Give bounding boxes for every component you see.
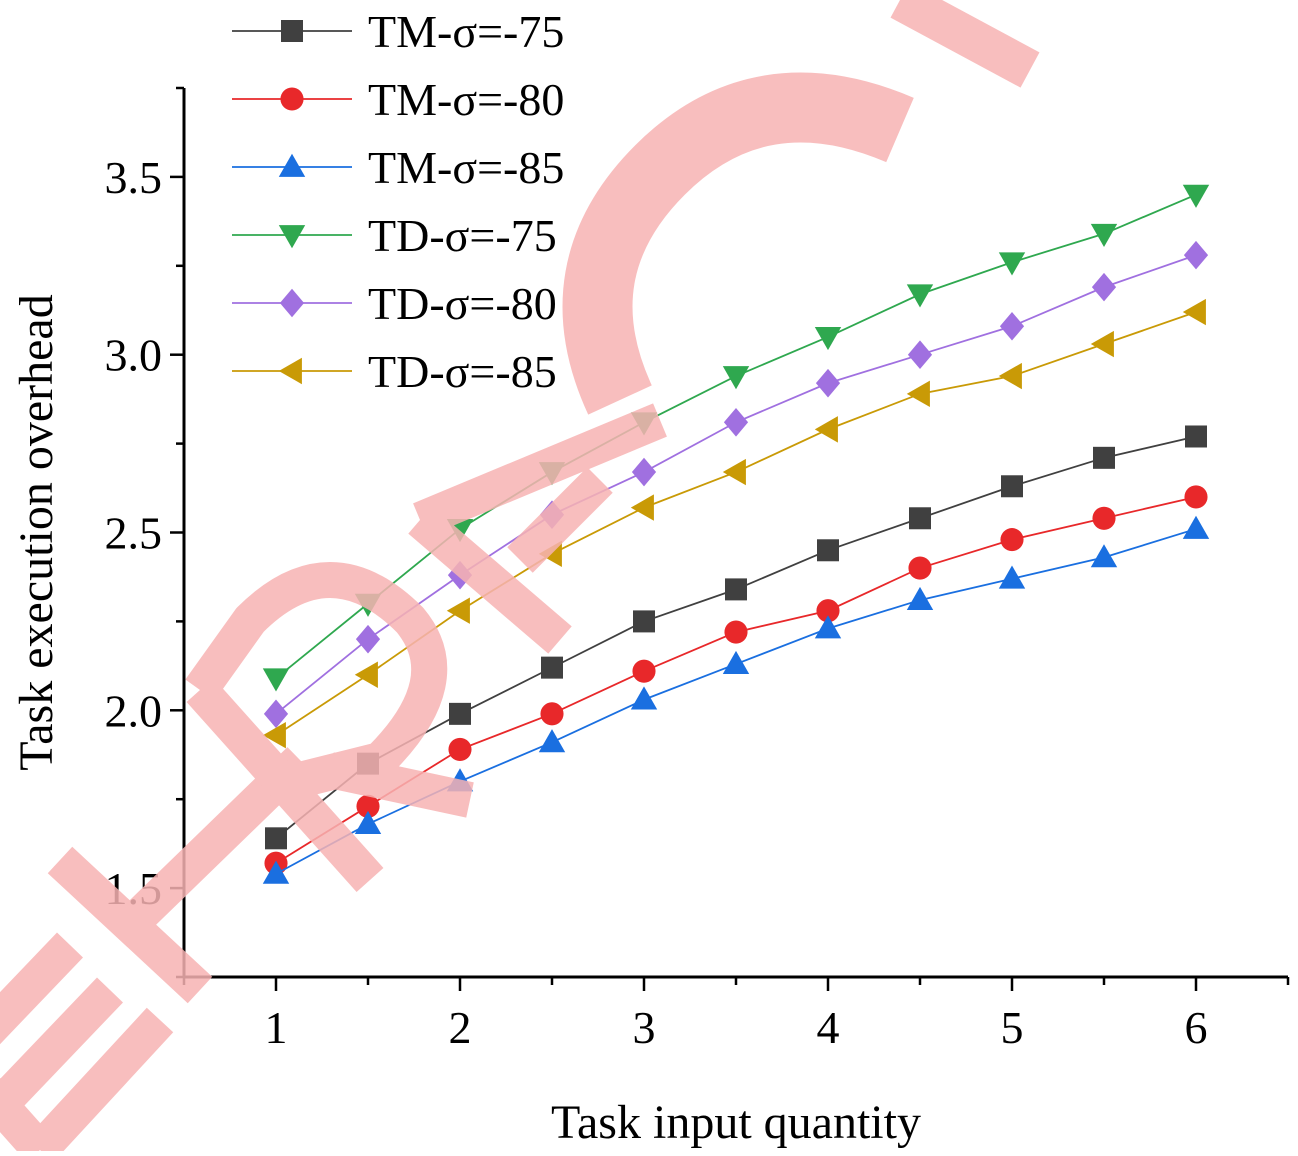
data-point xyxy=(724,620,748,644)
legend-item: TD-σ=-80 xyxy=(232,278,557,329)
legend-marker xyxy=(279,288,305,318)
data-point xyxy=(630,412,658,436)
x-tick-label: 3 xyxy=(633,1002,656,1053)
y-axis-title: Task execution overhead xyxy=(10,294,63,770)
data-point xyxy=(448,737,472,761)
axes xyxy=(182,88,1288,979)
y-tick-label: 3.5 xyxy=(105,152,163,203)
data-point xyxy=(1092,506,1116,530)
data-point xyxy=(357,752,379,775)
data-point xyxy=(446,597,470,624)
data-point xyxy=(815,368,841,398)
data-point xyxy=(262,668,290,692)
data-point xyxy=(633,610,655,633)
data-point xyxy=(999,311,1025,341)
legend-label: TD-σ=-85 xyxy=(368,346,557,397)
legend-item: TM-σ=-80 xyxy=(232,74,564,125)
data-point xyxy=(631,457,657,487)
data-point xyxy=(1182,184,1210,208)
legend-marker xyxy=(278,153,306,177)
data-point xyxy=(632,659,656,683)
data-point xyxy=(998,362,1022,390)
series-line xyxy=(275,496,1197,864)
legend-label: TM-σ=-75 xyxy=(368,6,564,57)
data-point xyxy=(538,729,566,753)
data-point xyxy=(908,556,932,580)
legend-label: TM-σ=-80 xyxy=(368,74,564,125)
legend-label: TM-σ=-85 xyxy=(368,142,564,193)
legend-label: TD-σ=-75 xyxy=(368,210,557,261)
legend-label: TD-σ=-80 xyxy=(368,278,557,329)
y-tick-label: 2.5 xyxy=(105,508,163,559)
data-point xyxy=(906,284,934,308)
data-point xyxy=(538,462,566,486)
x-axis-title: Task input quantity xyxy=(551,1096,921,1149)
data-point xyxy=(814,327,842,351)
series-2 xyxy=(264,485,1208,875)
data-point xyxy=(354,593,382,617)
y-tick-label: 3.0 xyxy=(105,330,163,381)
data-point xyxy=(355,624,381,654)
data-point xyxy=(1090,544,1118,568)
data-point xyxy=(998,565,1026,589)
data-point xyxy=(1182,515,1210,539)
x-tick-label: 6 xyxy=(1185,1002,1208,1053)
data-point xyxy=(1001,475,1023,498)
data-point xyxy=(630,686,658,710)
data-point xyxy=(998,252,1026,276)
legend-marker xyxy=(280,87,304,111)
data-point xyxy=(1183,240,1209,270)
data-point xyxy=(814,416,838,443)
data-point xyxy=(446,519,474,543)
legend: TM-σ=-75 TM-σ=-80 TM-σ=-85 TD-σ=-75 TD-σ=-80… xyxy=(232,6,564,397)
data-point xyxy=(265,827,287,850)
y-tick-label: 1.5 xyxy=(105,863,163,914)
data-point xyxy=(1091,272,1117,302)
data-point xyxy=(723,407,749,437)
data-point xyxy=(541,656,563,679)
data-point xyxy=(907,340,933,369)
legend-marker xyxy=(278,357,302,385)
data-point xyxy=(722,650,750,674)
data-point xyxy=(1182,298,1206,326)
x-tick-label: 1 xyxy=(265,1002,288,1053)
data-point xyxy=(449,702,471,725)
data-point xyxy=(538,540,562,568)
legend-item: TM-σ=-85 xyxy=(232,142,564,193)
y-tick-label: 2.0 xyxy=(105,685,163,736)
x-tick-label: 4 xyxy=(817,1002,840,1053)
data-point xyxy=(1185,425,1207,448)
data-point xyxy=(1090,223,1118,247)
data-point xyxy=(725,578,747,601)
legend-item: TM-σ=-75 xyxy=(232,6,564,57)
data-point xyxy=(722,366,750,390)
data-point xyxy=(539,500,565,530)
legend-item: TD-σ=-75 xyxy=(232,210,557,261)
data-point xyxy=(1000,528,1024,552)
legend-marker xyxy=(281,20,303,42)
data-point xyxy=(906,586,934,610)
data-point xyxy=(1093,446,1115,469)
data-point xyxy=(447,560,473,590)
data-point xyxy=(909,507,931,530)
legend-marker xyxy=(278,225,306,249)
data-point xyxy=(1090,330,1114,358)
data-point xyxy=(817,539,839,562)
data-point xyxy=(630,494,654,521)
x-tick-label: 2 xyxy=(449,1002,472,1053)
data-point xyxy=(1184,485,1208,509)
data-point xyxy=(446,768,474,792)
data-point xyxy=(540,702,564,726)
x-tick-label: 5 xyxy=(1001,1002,1024,1053)
data-point xyxy=(906,380,930,408)
data-point xyxy=(354,810,382,834)
series-3 xyxy=(262,515,1210,884)
legend-item: TD-σ=-85 xyxy=(232,346,557,397)
data-point xyxy=(354,661,378,688)
data-point xyxy=(814,615,842,639)
data-point xyxy=(816,599,840,623)
data-point xyxy=(722,458,746,486)
